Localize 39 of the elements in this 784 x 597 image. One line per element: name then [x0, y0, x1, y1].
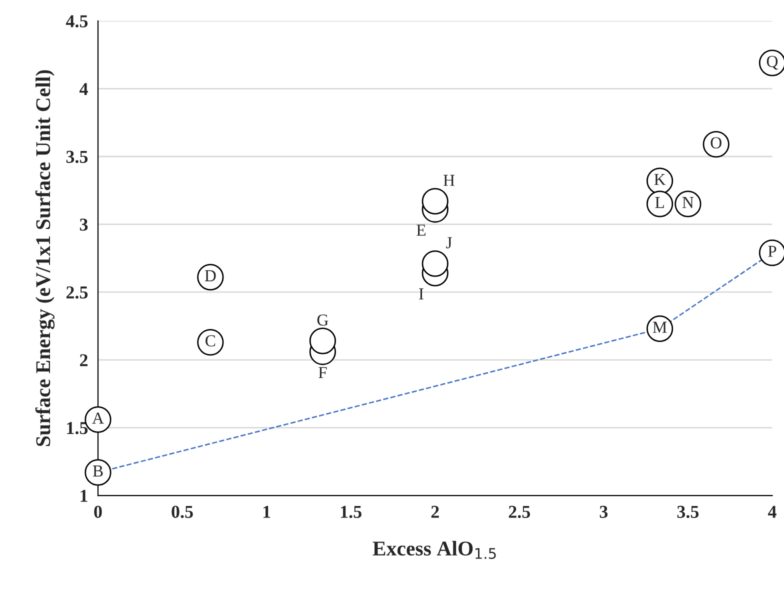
data-label: A	[92, 412, 104, 424]
point	[422, 250, 448, 277]
point	[422, 188, 448, 215]
x-tick-label: 2	[431, 506, 439, 518]
x-tick-label: 4	[768, 506, 776, 518]
y-tick-label: 4	[80, 83, 88, 95]
x-tick-label: 1.5	[341, 506, 362, 518]
y-tick-label: 1.5	[67, 422, 88, 434]
x-tick-label: 0	[94, 506, 102, 518]
x-tick-label: 2.5	[508, 506, 530, 518]
x-tick-label: 3	[600, 506, 608, 518]
data-label: O	[710, 137, 722, 148]
x-tick-label: 3.5	[677, 506, 699, 518]
data-label: K	[654, 174, 666, 185]
data-label: M	[652, 322, 667, 333]
data-label: J	[446, 237, 452, 248]
x-tick-label: 0.5	[172, 506, 193, 518]
y-tick-label: 3	[80, 218, 88, 231]
data-label: I	[419, 288, 424, 300]
data-label: G	[317, 314, 328, 326]
y-tick-label: 3.5	[66, 150, 88, 164]
data-label: E	[416, 224, 426, 236]
data-label: Q	[766, 56, 778, 70]
point	[309, 328, 336, 354]
data-label: P	[768, 246, 776, 257]
y-tick-label: 2	[80, 354, 88, 366]
data-label: N	[682, 197, 694, 208]
x-axis-title: Excess AlO$_{1.5}$	[372, 540, 496, 560]
data-label: D	[204, 270, 216, 282]
y-axis-title: Surface Energy (eV/1x1 Surface Unit Cell)	[35, 70, 55, 446]
data-label: H	[443, 174, 455, 186]
y-tick-label: 4.5	[66, 15, 88, 28]
data-label: L	[655, 197, 664, 208]
data-label: C	[206, 335, 216, 346]
y-tick-label: 1	[80, 490, 88, 502]
y-tick-label: 2.5	[66, 286, 88, 299]
data-label: B	[92, 466, 103, 477]
data-label: F	[318, 367, 327, 378]
x-tick-label: 1	[263, 506, 270, 518]
